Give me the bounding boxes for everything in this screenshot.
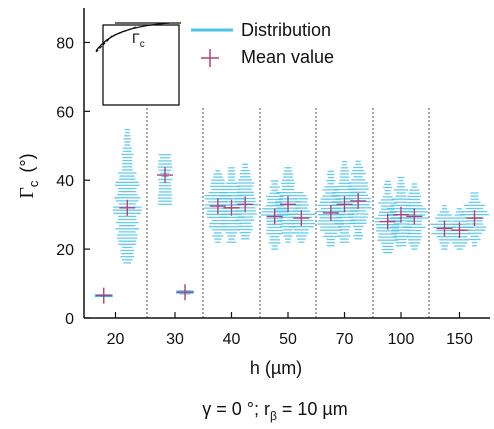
mean-marker xyxy=(266,208,283,225)
mean-layer xyxy=(95,167,483,304)
x-tick-label: 30 xyxy=(166,331,184,348)
y-tick-label: 40 xyxy=(56,173,74,190)
y-tick-label: 0 xyxy=(65,311,74,328)
x-tick-label: 100 xyxy=(388,331,415,348)
inset-angle-label: Γc xyxy=(132,30,145,50)
mean-marker xyxy=(336,196,353,213)
inset-meniscus-dashed xyxy=(95,26,137,53)
legend-mean-marker xyxy=(201,49,219,67)
x-tick-label: 50 xyxy=(279,331,297,348)
mean-marker xyxy=(451,222,468,239)
caption: γ = 0 °; rβ = 10 µm xyxy=(202,399,348,423)
mean-marker xyxy=(177,284,193,301)
x-tick-label: 20 xyxy=(107,331,125,348)
mean-marker xyxy=(393,206,409,223)
svg-text:Γc(°): Γc(°) xyxy=(16,153,41,198)
x-tick-label: 70 xyxy=(336,331,354,348)
x-tick-label: 40 xyxy=(223,331,241,348)
mean-marker xyxy=(406,208,423,225)
distribution-layer xyxy=(94,128,490,298)
y-tick-label: 20 xyxy=(56,242,74,259)
x-tick-label: 150 xyxy=(446,331,473,348)
y-axis-title: Γc(°) xyxy=(16,153,41,198)
legend: Distribution Mean value xyxy=(191,20,334,67)
legend-distribution-label: Distribution xyxy=(241,20,331,40)
distribution-series xyxy=(112,128,142,264)
mean-marker xyxy=(95,287,112,304)
mean-marker xyxy=(237,196,254,213)
axes: 0 20 40 60 80 20 30 40 50 70 100 150 xyxy=(56,8,490,348)
mean-marker xyxy=(293,210,310,227)
inset: Γc xyxy=(95,22,181,106)
x-axis-title: h (µm) xyxy=(250,358,302,378)
mean-marker xyxy=(350,192,367,209)
mean-marker xyxy=(223,199,240,216)
mean-marker xyxy=(466,210,483,227)
mean-marker xyxy=(379,213,396,230)
mean-marker xyxy=(436,220,453,237)
y-tick-label: 80 xyxy=(56,35,74,52)
mean-marker xyxy=(322,204,339,221)
inset-meniscus-solid xyxy=(95,22,171,52)
inset-box xyxy=(102,24,180,106)
mean-marker xyxy=(157,167,173,184)
legend-mean-label: Mean value xyxy=(241,47,334,67)
mean-marker xyxy=(209,198,226,215)
mean-marker xyxy=(119,199,136,216)
y-tick-label: 60 xyxy=(56,104,74,121)
group-separators xyxy=(146,108,430,318)
distribution-series xyxy=(232,163,259,240)
mean-marker xyxy=(280,196,296,213)
